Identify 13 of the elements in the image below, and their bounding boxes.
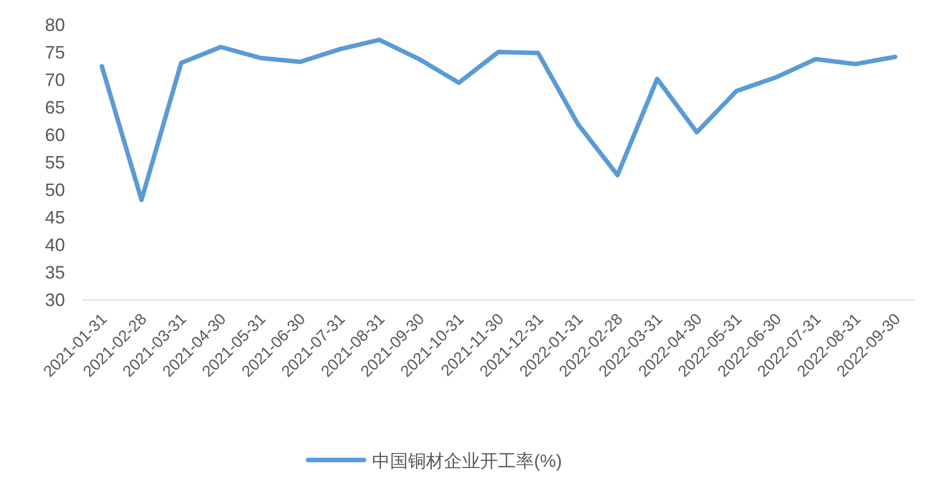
legend-label: 中国铜材企业开工率(%) (372, 451, 562, 471)
line-series (100, 38, 898, 202)
y-tick-label: 70 (44, 70, 65, 90)
y-tick-label: 80 (44, 15, 65, 35)
y-tick-label: 55 (44, 152, 65, 172)
y-tick-label: 35 (44, 262, 65, 282)
y-tick-label: 45 (44, 208, 65, 228)
y-tick-label: 50 (44, 180, 65, 200)
y-tick-label: 40 (44, 235, 65, 255)
y-tick-label: 30 (44, 290, 65, 310)
y-tick-label: 75 (44, 42, 65, 62)
y-tick-label: 60 (44, 125, 65, 145)
y-tick-label: 65 (44, 98, 65, 118)
